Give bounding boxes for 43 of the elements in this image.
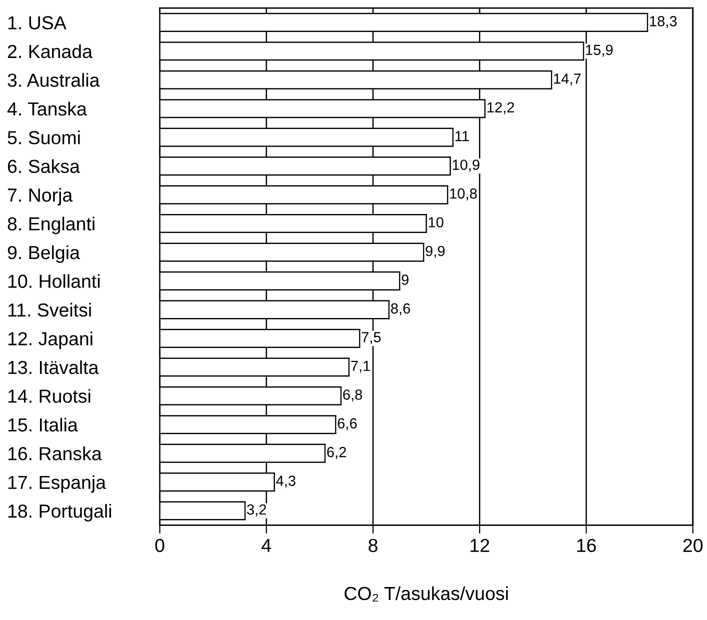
data-label: 6,2: [327, 446, 346, 459]
y-tick-label: 5. Suomi: [8, 130, 80, 144]
y-tick-label: 16. Ranska: [8, 446, 102, 460]
x-tick-label: 12: [470, 538, 490, 552]
y-tick-label: 6. Saksa: [8, 159, 80, 174]
data-label: 9: [402, 274, 408, 285]
data-label: 10: [428, 217, 444, 228]
data-label: 10,8: [450, 188, 477, 200]
y-tick-label: 18. Portugali: [8, 504, 112, 522]
x-axis-title: CO₂ T/asukas/vuosi: [344, 586, 508, 602]
data-label: 9,9: [426, 246, 445, 258]
data-label: 7,1: [351, 360, 370, 373]
data-label: 7,5: [362, 332, 381, 344]
data-label: 4,3: [276, 476, 296, 488]
x-tick-label: 4: [262, 539, 272, 552]
y-tick-label: 10. Hollanti: [8, 274, 100, 288]
data-label: 14,7: [554, 74, 581, 86]
x-tick-label: 0: [155, 538, 164, 552]
x-tick-label: 8: [368, 538, 378, 552]
y-tick-label: 9. Belgia: [8, 245, 80, 263]
y-tick-label: 4. Tanska: [7, 102, 87, 116]
y-tick-label: 13. Itävalta: [8, 360, 99, 374]
y-tick-label: 17. Espanja: [8, 475, 106, 493]
y-tick-label: 1. USA: [8, 16, 66, 30]
y-tick-label: 11. Sveitsi: [8, 302, 91, 317]
y-tick-label: 3. Australia: [8, 73, 100, 87]
data-label: 10,9: [452, 160, 480, 172]
data-label: 6,6: [338, 418, 357, 430]
data-label: 6,8: [343, 389, 362, 402]
data-label: 11: [455, 131, 469, 142]
data-label: 15,9: [586, 44, 613, 57]
data-label: 12,2: [487, 102, 514, 114]
y-tick-label: 12. Japani: [8, 332, 92, 350]
x-tick-label: 20: [683, 538, 703, 552]
y-tick-label: 2. Kanada: [8, 44, 92, 58]
data-label: 8,6: [391, 303, 410, 316]
y-tick-label: 15. Italia: [8, 418, 78, 432]
data-label: 18,3: [650, 16, 677, 28]
y-tick-label: 8. Englanti: [8, 216, 94, 234]
y-tick-label: 14. Ruotsi: [8, 389, 90, 403]
y-tick-label: 7. Norja: [8, 188, 73, 206]
x-tick-label: 16: [577, 538, 596, 552]
data-label: 3,2: [247, 504, 266, 516]
